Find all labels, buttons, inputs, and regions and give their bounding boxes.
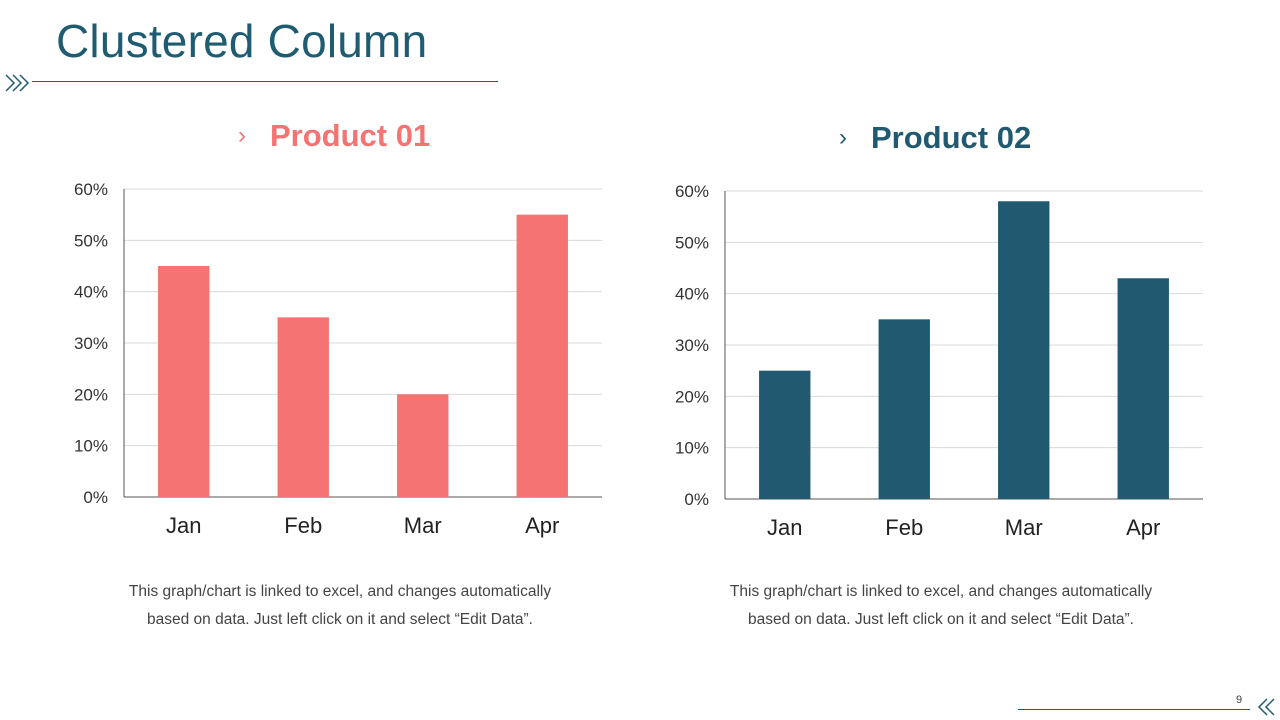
y-tick-label: 30% (74, 334, 108, 353)
chevron-right-icon: › (839, 124, 847, 151)
x-tick-label: Apr (525, 513, 559, 538)
y-tick-label: 10% (675, 439, 709, 458)
bar-feb (277, 317, 329, 497)
x-tick-label: Apr (1126, 515, 1160, 540)
product-01-caption: This graph/chart is linked to excel, and… (120, 578, 560, 634)
y-tick-label: 0% (83, 488, 108, 507)
y-tick-label: 50% (74, 231, 108, 250)
double-chevron-left-icon (1257, 698, 1275, 716)
bar-apr (516, 214, 568, 497)
bar-jan (759, 370, 811, 499)
caption-line: This graph/chart is linked to excel, and… (729, 583, 1153, 600)
chevron-right-icon: › (238, 122, 246, 149)
product-02-bar-chart[interactable]: 0% 10% 20% 30% 40% 50% 60% Jan Feb Mar Apr (661, 177, 1221, 547)
x-tick-label: Mar (404, 513, 442, 538)
y-tick-label: 50% (675, 233, 709, 252)
y-tick-label: 0% (684, 490, 709, 509)
x-tick-label: Feb (885, 515, 923, 540)
bar-feb (878, 319, 930, 499)
y-tick-label: 40% (74, 283, 108, 302)
product-01-bar-chart[interactable]: 0% 10% 20% 30% 40% 50% 60% Jan Feb Mar Apr (60, 175, 620, 545)
product-02-title: Product 02 (871, 120, 1032, 155)
page-number: 9 (1236, 694, 1243, 706)
bar-mar (397, 394, 449, 497)
y-tick-label: 60% (74, 180, 108, 199)
footer-divider (1018, 709, 1250, 710)
y-tick-label: 10% (74, 437, 108, 456)
double-chevron-right-icon (5, 74, 30, 92)
product-01-title: Product 01 (270, 118, 431, 153)
title-divider (32, 81, 498, 82)
product-02-heading: › Product 02 (839, 120, 1031, 156)
y-tick-label: 30% (675, 336, 709, 355)
x-tick-label: Feb (284, 513, 322, 538)
bar-mar (998, 201, 1050, 499)
bar-apr (1117, 278, 1169, 499)
y-tick-label: 40% (675, 285, 709, 304)
product-01-heading: › Product 01 (238, 118, 430, 154)
x-tick-label: Mar (1005, 515, 1043, 540)
y-tick-label: 20% (675, 387, 709, 406)
x-tick-label: Jan (166, 513, 201, 538)
bar-jan (158, 266, 210, 497)
slide-title: Clustered Column (56, 15, 428, 67)
caption-line: based on data. Just left click on it and… (147, 611, 533, 628)
caption-line: This graph/chart is linked to excel, and… (128, 583, 552, 600)
product-02-caption: This graph/chart is linked to excel, and… (721, 578, 1161, 634)
y-tick-label: 60% (675, 182, 709, 201)
caption-line: based on data. Just left click on it and… (748, 611, 1134, 628)
x-tick-label: Jan (767, 515, 802, 540)
y-tick-label: 20% (74, 385, 108, 404)
